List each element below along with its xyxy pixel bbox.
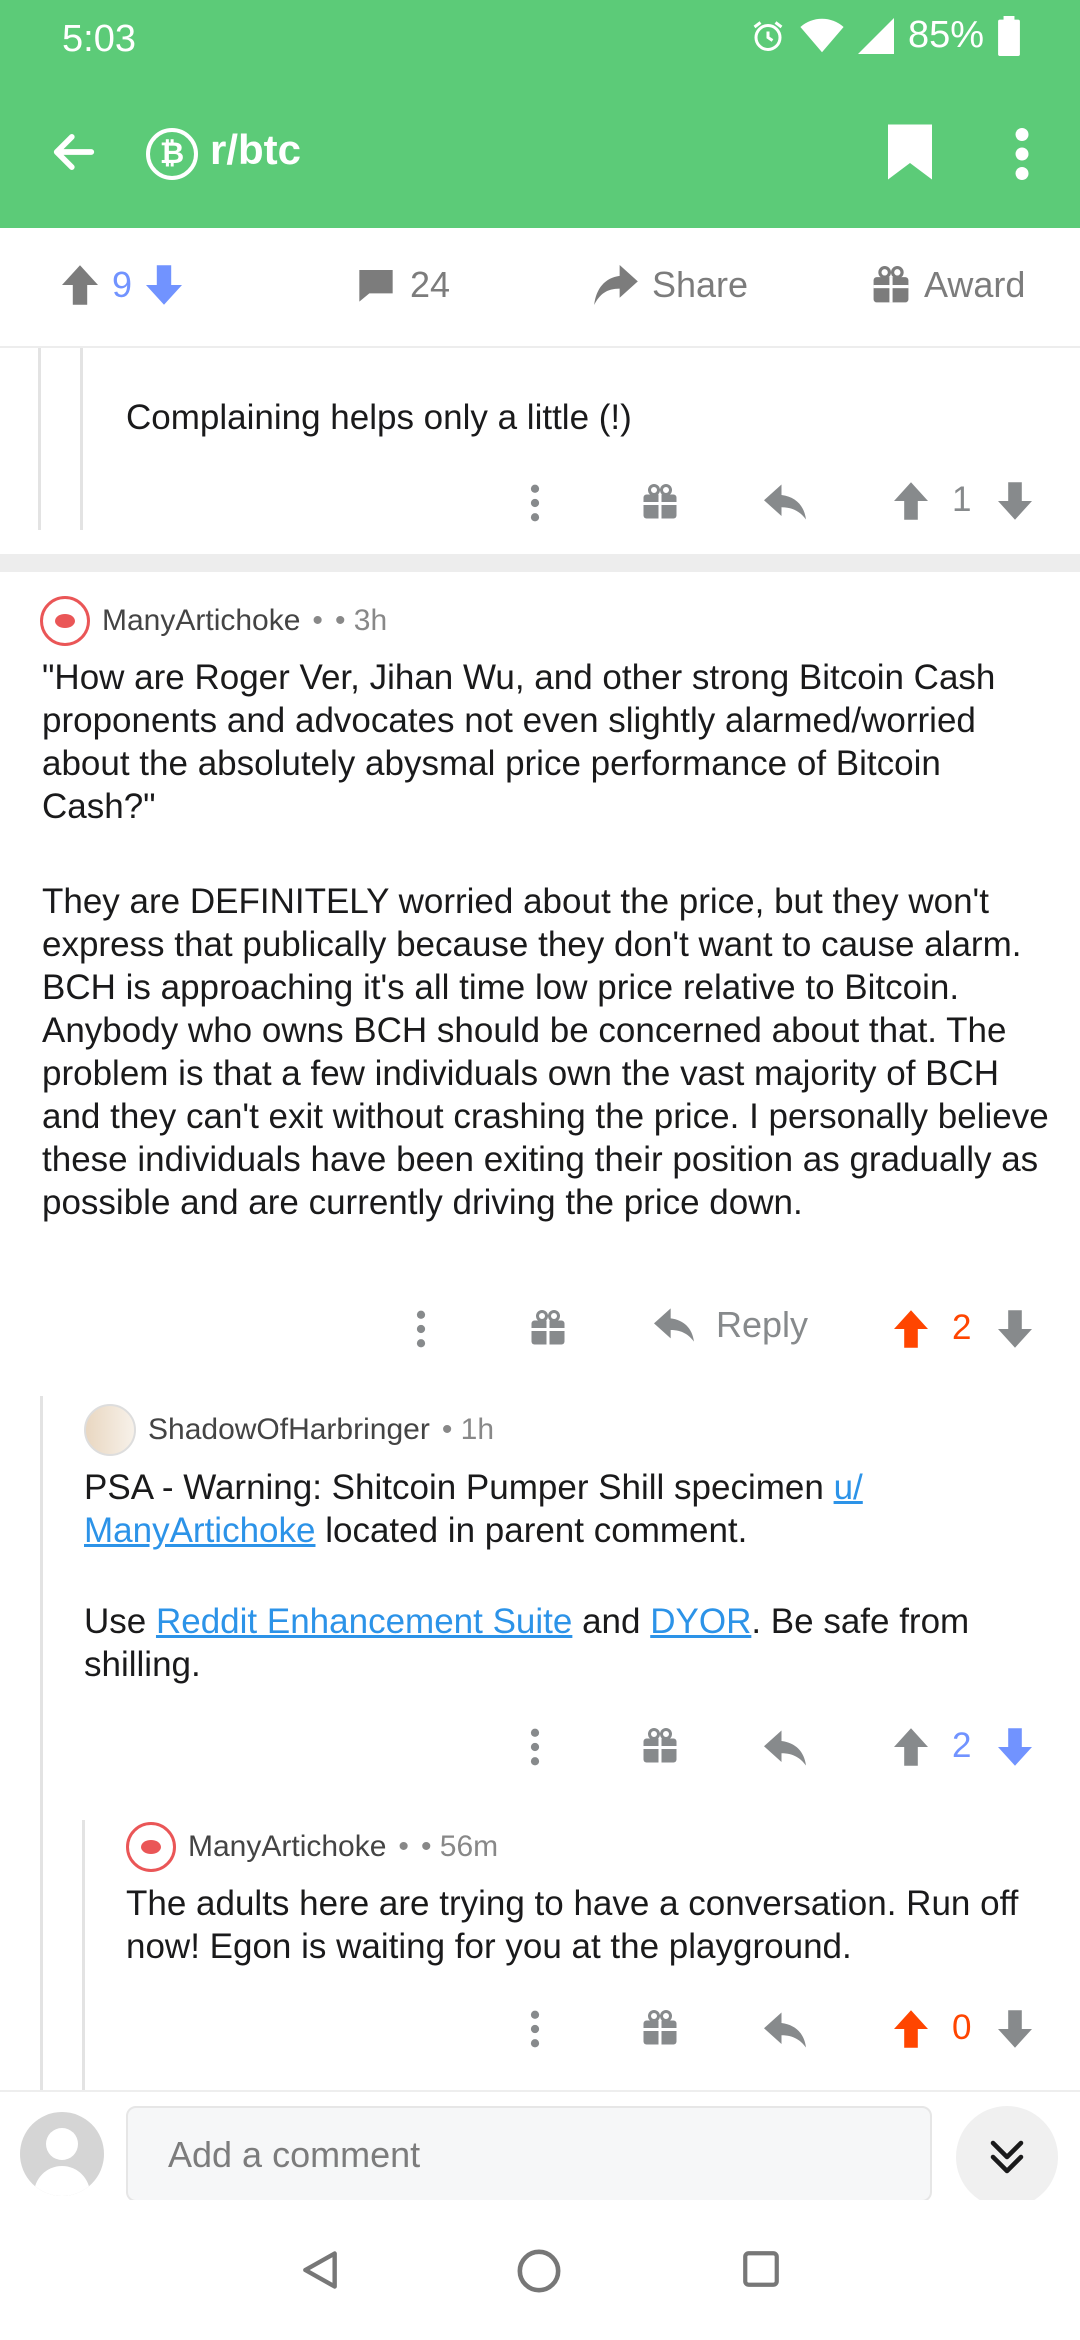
bookmark-icon[interactable] — [888, 124, 932, 180]
comment-time: • 56m — [420, 1830, 499, 1863]
share-icon — [594, 265, 638, 305]
upvote-icon[interactable] — [894, 1728, 928, 1766]
comment-author[interactable]: ShadowOfHarbringer — [148, 1413, 430, 1446]
comment-text: PSA - Warning: Shitcoin Pumper Shill spe… — [84, 1468, 834, 1507]
nav-home-icon[interactable] — [516, 2248, 562, 2294]
reply-icon — [654, 1308, 694, 1342]
status-time: 5:03 — [62, 18, 136, 60]
comment-time: • 3h — [334, 604, 388, 637]
status-icons: 85% — [750, 14, 1020, 57]
comment-score: 2 — [952, 1308, 972, 1347]
comment-text: . Be safe from shilling. — [84, 1602, 970, 1684]
more-options-icon[interactable] — [530, 484, 540, 522]
downvote-icon[interactable] — [998, 482, 1032, 520]
thread-separator — [0, 554, 1080, 572]
comment-body: The adults here are trying to have a con… — [126, 1884, 1019, 1966]
thread-line — [82, 1820, 85, 2090]
wifi-icon — [800, 18, 844, 52]
comment-count: 24 — [410, 264, 451, 305]
downvote-icon[interactable] — [998, 1728, 1032, 1766]
upvote-icon[interactable] — [62, 265, 98, 305]
comment-header: ManyArtichoke • • 56m — [126, 1822, 498, 1872]
comment-icon — [359, 270, 393, 302]
comment-score: 0 — [952, 2008, 972, 2047]
post-score: 9 — [112, 264, 133, 305]
avatar[interactable] — [84, 1404, 136, 1456]
downvote-icon[interactable] — [146, 265, 183, 305]
dyor-link[interactable]: DYOR — [650, 1602, 752, 1641]
collapse-threads-button[interactable] — [956, 2106, 1058, 2208]
double-chevron-down-icon — [990, 2140, 1024, 2174]
comments-button[interactable]: 24 — [356, 264, 450, 306]
subreddit-bitcoin-icon: ₿ — [146, 128, 198, 180]
upvote-icon[interactable] — [894, 482, 928, 520]
add-comment-input[interactable]: Add a comment — [126, 2106, 932, 2202]
comment-text: and — [572, 1602, 651, 1641]
share-label: Share — [652, 264, 749, 305]
comment-body: PSA - Warning: Shitcoin Pumper Shill spe… — [84, 1466, 1044, 1552]
comment-text: Use — [84, 1602, 156, 1641]
nav-recents-icon[interactable] — [740, 2248, 782, 2290]
user-link[interactable]: u/ ManyArtichoke — [84, 1468, 863, 1550]
reply-button[interactable]: Reply — [654, 1304, 808, 1346]
back-arrow-icon[interactable] — [48, 126, 100, 178]
battery-icon — [998, 15, 1020, 56]
meta-dot: • — [398, 1830, 409, 1863]
comment-body: "How are Roger Ver, Jihan Wu, and other … — [42, 658, 996, 826]
award-label: Award — [924, 264, 1026, 305]
thread-line — [40, 1396, 43, 2090]
meta-dot: • — [312, 604, 323, 637]
reply-icon[interactable] — [764, 1730, 806, 1766]
comment-author[interactable]: ManyArtichoke — [102, 604, 301, 637]
more-options-icon[interactable] — [530, 2010, 540, 2048]
more-options-icon[interactable] — [1014, 128, 1030, 180]
top-app-bar: 5:03 85% ₿ r/btc — [0, 0, 1080, 228]
upvote-icon[interactable] — [894, 2010, 928, 2048]
post-actions-bar: 9 24 Share Award — [0, 228, 1080, 348]
gift-icon[interactable] — [642, 484, 678, 520]
upvote-icon[interactable] — [894, 1310, 928, 1348]
comment-author[interactable]: ManyArtichoke — [188, 1830, 387, 1863]
system-nav-bar — [0, 2200, 1080, 2340]
subreddit-name[interactable]: r/btc — [210, 126, 302, 173]
downvote-icon[interactable] — [998, 1310, 1032, 1348]
comment-body: Use Reddit Enhancement Suite and DYOR. B… — [84, 1600, 1044, 1686]
downvote-icon[interactable] — [998, 2010, 1032, 2048]
avatar[interactable] — [126, 1822, 176, 1872]
thread-line — [80, 348, 83, 530]
comment-text: located in parent comment. — [315, 1511, 748, 1550]
avatar[interactable] — [40, 596, 90, 646]
nav-back-icon[interactable] — [298, 2248, 342, 2292]
signal-icon — [857, 17, 894, 54]
compose-bar: Add a comment — [0, 2090, 1080, 2208]
comment-body: They are DEFINITELY worried about the pr… — [42, 882, 1049, 1222]
share-button[interactable]: Share — [594, 264, 748, 306]
comment-score: 1 — [952, 480, 972, 519]
vote-group: 9 — [62, 264, 183, 306]
battery-percent: 85% — [907, 14, 984, 56]
more-options-icon[interactable] — [416, 1310, 426, 1348]
alarm-icon — [753, 20, 783, 51]
gift-icon — [873, 266, 909, 303]
thread-line — [38, 348, 41, 530]
gift-icon[interactable] — [642, 2010, 678, 2046]
gift-icon[interactable] — [642, 1728, 678, 1764]
gift-icon[interactable] — [530, 1310, 566, 1346]
comment-body: Complaining helps only a little (!) — [126, 398, 632, 437]
comment-time: • 1h — [441, 1413, 495, 1446]
reply-label: Reply — [716, 1304, 809, 1345]
reply-icon[interactable] — [764, 2012, 806, 2048]
reply-icon[interactable] — [764, 484, 806, 520]
app-bar: ₿ r/btc — [0, 120, 1080, 190]
award-button[interactable]: Award — [872, 264, 1025, 306]
comment-score: 2 — [952, 1726, 972, 1765]
comment-header: ShadowOfHarbringer • 1h — [84, 1404, 494, 1456]
res-link[interactable]: Reddit Enhancement Suite — [155, 1602, 573, 1641]
user-avatar[interactable] — [20, 2112, 104, 2196]
more-options-icon[interactable] — [530, 1728, 540, 1766]
comment-header: ManyArtichoke • • 3h — [40, 596, 387, 646]
